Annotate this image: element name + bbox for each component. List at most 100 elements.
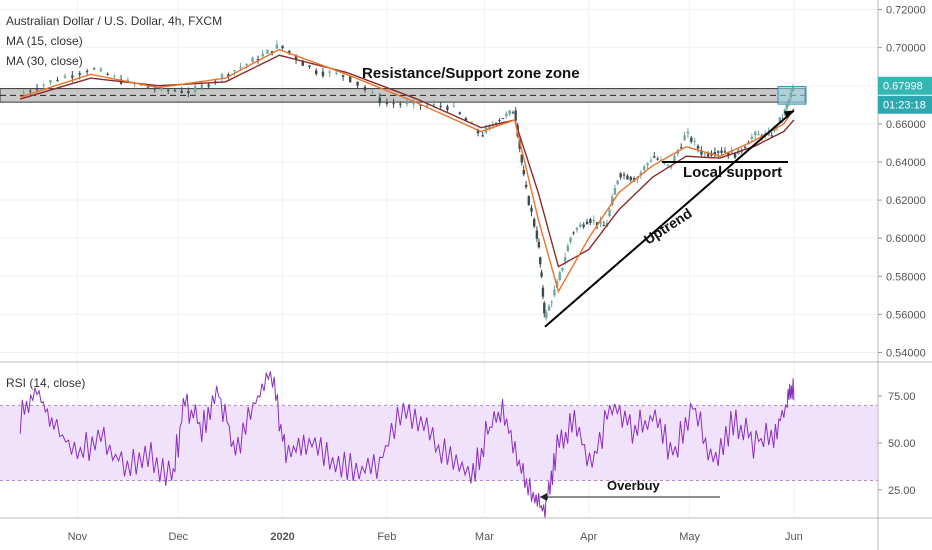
candle-body xyxy=(245,63,248,66)
x-tick-label: Mar xyxy=(475,531,494,543)
candle-body xyxy=(193,86,197,92)
candle-body xyxy=(35,88,39,90)
candle-body xyxy=(146,86,150,88)
candle-body xyxy=(49,80,52,83)
candle-body xyxy=(717,151,720,153)
candle-body xyxy=(527,196,531,206)
candle-body xyxy=(505,113,508,117)
candle-body xyxy=(595,222,599,226)
candle-body xyxy=(575,227,579,230)
candle-body xyxy=(543,302,546,314)
candle-body xyxy=(464,118,468,121)
y-tick-label: 0.60000 xyxy=(886,233,926,245)
candle-body xyxy=(426,104,429,106)
candle-body xyxy=(723,151,727,153)
candle-body xyxy=(622,174,626,176)
candle-body xyxy=(356,81,359,86)
candle-body xyxy=(686,131,690,134)
candle-body xyxy=(757,134,760,136)
candle-body xyxy=(706,153,710,157)
candle-body xyxy=(582,224,585,227)
candle-body xyxy=(71,75,74,78)
candle-body xyxy=(498,120,501,122)
candle-body xyxy=(639,172,643,175)
candle-body xyxy=(275,44,279,49)
candle-body xyxy=(481,135,484,137)
candle-body xyxy=(508,110,511,115)
candle-body xyxy=(432,103,436,106)
candle-body xyxy=(649,160,653,162)
candle-body xyxy=(561,267,564,271)
candle-body xyxy=(683,135,686,141)
candle-body xyxy=(666,164,669,166)
candle-body xyxy=(785,104,789,109)
candle-body xyxy=(281,45,284,49)
candle-body xyxy=(173,90,177,92)
y-tick-label: 0.54000 xyxy=(886,347,926,359)
candle-body xyxy=(233,70,236,72)
candle-body xyxy=(207,84,210,87)
candle-body xyxy=(239,67,242,69)
candle-body xyxy=(160,86,163,90)
candle-body xyxy=(592,220,595,222)
candle-body xyxy=(653,156,656,158)
candle-body xyxy=(563,257,567,262)
x-tick-label: Jun xyxy=(785,531,803,543)
candle-body xyxy=(680,147,683,149)
candle-body xyxy=(261,53,264,57)
uptrend-arrowhead xyxy=(783,110,794,119)
candle-body xyxy=(537,241,541,248)
candle-body xyxy=(78,73,81,75)
candle-body xyxy=(669,165,673,168)
candle-body xyxy=(789,92,793,98)
candle-body xyxy=(700,150,703,155)
candle-body xyxy=(371,91,374,93)
y-tick-label: 0.58000 xyxy=(886,271,926,283)
candle-body xyxy=(113,75,116,77)
candle-body xyxy=(545,312,548,319)
candle-body xyxy=(341,75,345,77)
ma30-line xyxy=(20,54,795,268)
candle-body xyxy=(770,135,773,137)
candle-body xyxy=(611,196,614,206)
annotations xyxy=(540,109,795,501)
candle-body xyxy=(530,207,533,212)
y-tick-label: 0.66000 xyxy=(886,119,926,131)
candle-body xyxy=(99,68,103,72)
candle-body xyxy=(85,70,89,73)
price-series xyxy=(19,40,795,321)
overbuy-arrowhead xyxy=(540,493,547,501)
candle-body xyxy=(56,80,59,82)
candle-body xyxy=(399,103,402,105)
candle-body xyxy=(566,245,570,252)
candle-body xyxy=(106,73,109,75)
candle-body xyxy=(446,106,449,110)
uptrend-annotation: Uptrend xyxy=(641,205,695,248)
candle-body xyxy=(673,155,676,161)
y-tick-label: 0.72000 xyxy=(886,5,926,17)
candle-body xyxy=(599,220,602,224)
zone-annotation: Resistance/Support zone zone xyxy=(362,65,580,82)
candle-body xyxy=(363,86,367,91)
candle-body xyxy=(646,163,649,166)
candle-body xyxy=(22,92,25,94)
candle-body xyxy=(629,176,632,181)
rsi-line xyxy=(19,371,795,519)
resistance-support-zone xyxy=(0,86,807,105)
candle-body xyxy=(180,90,183,93)
candle-body xyxy=(589,219,592,224)
y-tick-label: 0.62000 xyxy=(886,195,926,207)
candle-body xyxy=(220,74,224,78)
candle-body xyxy=(294,55,298,61)
candle-body xyxy=(378,97,381,104)
rsi-series xyxy=(19,371,795,519)
candle-body xyxy=(328,71,331,73)
candle-body xyxy=(214,81,217,83)
candle-body xyxy=(558,272,561,281)
candle-body xyxy=(613,187,617,195)
candle-body xyxy=(153,88,156,90)
x-tick-label: May xyxy=(679,531,700,543)
candle-body xyxy=(585,221,589,225)
